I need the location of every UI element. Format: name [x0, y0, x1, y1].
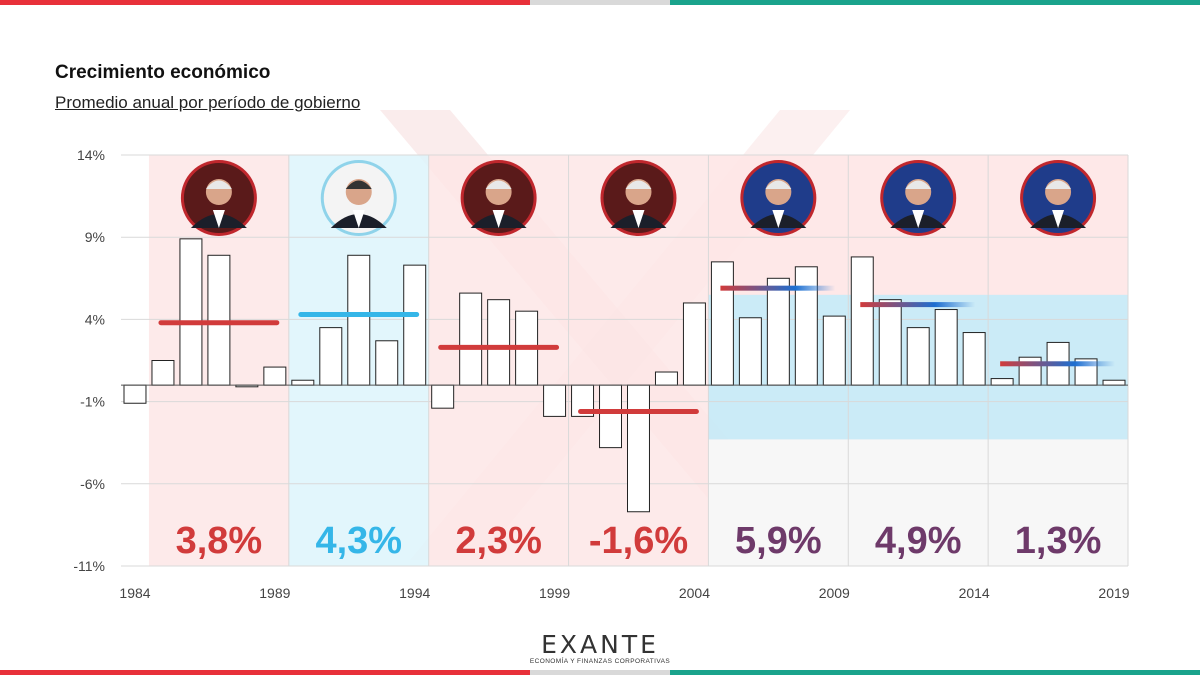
x-tick-label: 2019 — [1098, 585, 1129, 601]
growth-bar — [403, 264, 427, 386]
portrait-shirt — [352, 210, 365, 228]
growth-bar — [654, 371, 678, 386]
growth-bar — [766, 277, 790, 386]
average-line — [1000, 361, 1115, 367]
x-tick-label: 1984 — [119, 585, 150, 601]
period-average-label: 2,3% — [455, 520, 542, 562]
chart-title: Crecimiento económico — [55, 62, 271, 83]
growth-bar — [543, 384, 567, 417]
growth-bar — [179, 238, 203, 386]
stripe-gray-segment — [530, 670, 670, 675]
x-tick-label: 1994 — [399, 585, 430, 601]
growth-bar — [123, 384, 147, 404]
portrait-shirt — [912, 210, 925, 228]
portrait-hair — [905, 180, 932, 189]
period-average-label: -1,6% — [589, 520, 688, 562]
growth-bar — [682, 302, 706, 386]
growth-bar — [347, 254, 371, 386]
stripe-teal-segment — [670, 0, 1200, 5]
x-tick-label: 1989 — [259, 585, 290, 601]
chart-subtitle: Promedio anual por período de gobierno — [55, 93, 361, 112]
period-average-label: 4,9% — [875, 520, 962, 562]
portrait-shirt — [212, 210, 225, 228]
x-tick-label: 2014 — [959, 585, 990, 601]
stripe-red-segment — [0, 670, 530, 675]
exante-logo: EXANTE ECONOMÍA Y FINANZAS CORPORATIVAS — [520, 630, 680, 665]
stripe-gray-segment — [530, 0, 670, 5]
growth-bar — [627, 384, 650, 513]
y-tick-label: 14% — [77, 147, 105, 163]
growth-bar — [263, 366, 287, 386]
top-color-stripe — [0, 0, 1200, 5]
x-tick-label: 2004 — [679, 585, 710, 601]
growth-bar — [794, 266, 818, 386]
period-lower-background — [708, 439, 1128, 566]
period-average-label: 5,9% — [735, 520, 822, 562]
period-average-label: 3,8% — [176, 520, 263, 562]
growth-bar — [291, 379, 315, 386]
growth-bar — [934, 309, 958, 386]
portrait-shirt — [1052, 210, 1065, 228]
growth-bar — [375, 340, 399, 386]
portrait-shirt — [492, 210, 505, 228]
y-tick-label: 9% — [85, 229, 105, 245]
portrait-hair — [1045, 180, 1072, 189]
growth-bar — [599, 384, 622, 449]
period-average-label: 1,3% — [1015, 520, 1102, 562]
portrait-hair — [205, 180, 232, 189]
portrait-hair — [345, 180, 372, 189]
x-tick-label: 1999 — [539, 585, 570, 601]
y-tick-label: -1% — [80, 394, 105, 410]
portrait-shirt — [632, 210, 645, 228]
y-tick-label: -11% — [73, 558, 105, 574]
growth-bar — [878, 299, 902, 386]
bottom-color-stripe — [0, 670, 1200, 675]
portrait-hair — [625, 180, 652, 189]
growth-bar — [850, 256, 874, 386]
growth-bar — [962, 332, 986, 386]
average-line — [860, 302, 976, 308]
growth-bar — [906, 327, 930, 386]
logo-name: EXANTE — [541, 630, 659, 659]
growth-bar — [151, 360, 175, 386]
logo-tagline: ECONOMÍA Y FINANZAS CORPORATIVAS — [529, 658, 671, 665]
period-average-label: 4,3% — [315, 520, 402, 562]
stripe-teal-segment — [670, 670, 1200, 675]
growth-bar — [738, 317, 762, 386]
growth-bar — [487, 299, 511, 386]
portrait-shirt — [772, 210, 785, 228]
growth-bar — [822, 315, 846, 386]
portrait-hair — [765, 180, 792, 189]
x-tick-label: 2009 — [819, 585, 850, 601]
growth-bar — [431, 384, 455, 409]
y-tick-label: 4% — [85, 311, 105, 327]
average-line — [720, 285, 836, 291]
growth-bar — [1102, 379, 1126, 386]
y-tick-label: -6% — [80, 476, 105, 492]
growth-bar — [710, 261, 734, 386]
stripe-red-segment — [0, 0, 530, 5]
portrait-hair — [485, 180, 512, 189]
growth-bar — [319, 327, 343, 386]
growth-bar — [990, 378, 1014, 386]
growth-bar — [459, 292, 483, 386]
